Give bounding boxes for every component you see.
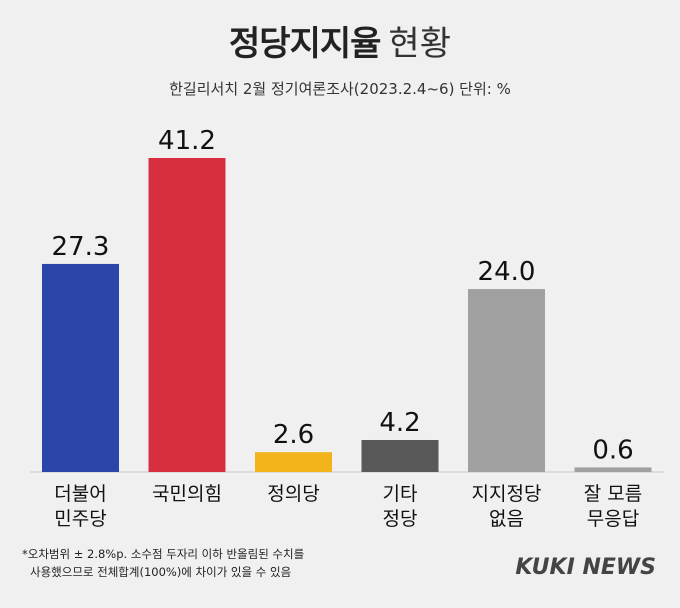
- data-label-2: 2.6: [273, 420, 314, 450]
- bar-1: [148, 158, 226, 472]
- data-label-5: 0.6: [592, 435, 633, 465]
- title-main: 정당지지율: [229, 24, 381, 64]
- category-label-0-0: 더불어: [54, 483, 106, 505]
- category-label-3-1: 정당: [383, 508, 418, 530]
- category-label-5-0: 잘 모름: [584, 483, 642, 505]
- bar-2: [255, 452, 332, 472]
- category-label-1-0: 국민의힘: [152, 483, 222, 505]
- chart-subtitle: 한길리서치 2월 정기여론조사(2023.2.4~6) 단위: %: [169, 80, 511, 98]
- bar-4: [468, 289, 545, 472]
- category-label-2-0: 정의당: [267, 483, 319, 505]
- data-label-4: 24.0: [478, 257, 536, 287]
- footnote: *오차범위 ± 2.8%p. 소수점 두자리 이하 반올림된 수치를 사용했으므…: [22, 545, 304, 581]
- category-label-4-0: 지지정당: [472, 483, 542, 505]
- data-label-1: 41.2: [158, 126, 216, 156]
- bar-5: [574, 467, 652, 472]
- footnote-line-2: 사용했으므로 전체합계(100%)에 차이가 있을 수 있음: [30, 565, 292, 579]
- category-label-3-0: 기타: [383, 483, 418, 505]
- title-suffix: 현황: [388, 24, 451, 64]
- bar-3: [361, 439, 439, 472]
- category-label-4-1: 없음: [489, 508, 524, 530]
- data-label-3: 4.2: [379, 408, 420, 438]
- bar-0: [42, 263, 119, 472]
- footnote-line-1: *오차범위 ± 2.8%p. 소수점 두자리 이하 반올림된 수치를: [22, 547, 305, 561]
- brand-logo: KUKI NEWS: [515, 555, 656, 580]
- category-label-5-1: 무응답: [587, 508, 639, 530]
- category-label-0-1: 민주당: [54, 508, 106, 530]
- data-label-0: 27.3: [52, 232, 110, 262]
- chart-title: 정당지지율 현황: [0, 16, 680, 65]
